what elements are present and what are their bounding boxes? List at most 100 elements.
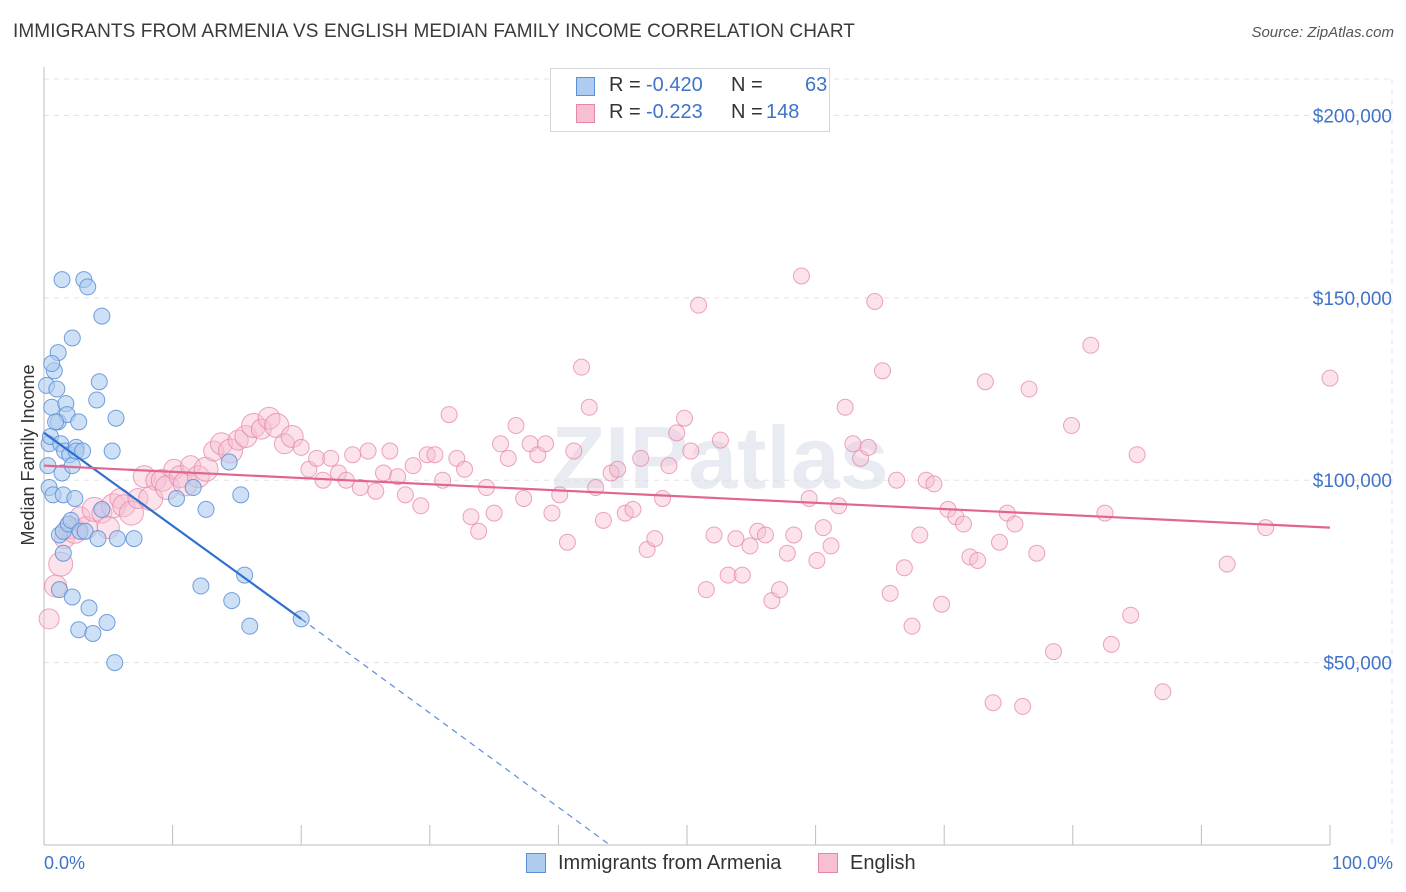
english-point — [499, 449, 517, 467]
english-point — [1082, 336, 1100, 354]
trend-lines — [43, 431, 1331, 846]
english-point — [1154, 683, 1172, 701]
armenia-point — [241, 617, 259, 635]
y-tick-label: $150,000 — [1313, 289, 1392, 310]
english-point — [573, 358, 591, 376]
english-point — [1028, 544, 1046, 562]
y-axis-label: Median Family Income — [18, 364, 38, 545]
armenia-point — [93, 307, 111, 325]
english-point — [690, 296, 708, 314]
armenia-point — [53, 271, 71, 289]
armenia-point — [89, 530, 107, 548]
armenia-point — [108, 530, 126, 548]
english-point — [925, 475, 943, 493]
armenia-point — [70, 621, 88, 639]
armenia-point — [223, 592, 241, 610]
english-point — [624, 500, 642, 518]
armenia-point — [76, 522, 94, 540]
armenia-point — [63, 588, 81, 606]
legend-row-english: R = -0.223 N = 148 — [551, 101, 829, 127]
english-point — [1102, 635, 1120, 653]
armenia-point — [98, 613, 116, 631]
chart-title: IMMIGRANTS FROM ARMENIA VS ENGLISH MEDIA… — [13, 21, 856, 42]
english-point — [954, 515, 972, 533]
armenia-point — [66, 489, 84, 507]
english-point — [389, 468, 407, 486]
english-point — [292, 438, 310, 456]
english-point — [1045, 643, 1063, 661]
english-point — [697, 581, 715, 599]
english-point — [344, 446, 362, 464]
y-tick-label: $50,000 — [1323, 654, 1392, 675]
english-point — [1128, 446, 1146, 464]
armenia-point — [220, 453, 238, 471]
armenia-point — [43, 355, 61, 373]
english-point — [565, 442, 583, 460]
armenia-point — [62, 511, 80, 529]
english-point — [976, 373, 994, 391]
english-point — [609, 460, 627, 478]
legend-label: English — [850, 852, 916, 874]
legend-swatch-blue — [526, 853, 546, 873]
english-point — [537, 435, 555, 453]
english-point — [227, 429, 249, 451]
english-point — [917, 471, 935, 489]
legend-r-value: -0.223 — [646, 101, 703, 123]
english-point — [396, 486, 414, 504]
legend-row-armenia: R = -0.420 N = 63 — [551, 74, 829, 100]
english-point — [836, 398, 854, 416]
armenia-point — [88, 391, 106, 409]
x-tick-labels: 0.0% 100.0% — [44, 853, 1393, 873]
english-point — [668, 424, 686, 442]
legend-label: Immigrants from Armenia — [558, 852, 782, 874]
legend-n-value: 148 — [766, 101, 800, 123]
english-point — [911, 526, 929, 544]
english-point — [426, 446, 444, 464]
english-point — [38, 608, 60, 630]
legend-swatch-pink — [576, 104, 595, 123]
english-point — [881, 584, 899, 602]
english-point — [616, 504, 634, 522]
english-point — [1063, 417, 1081, 435]
armenia-point — [74, 442, 92, 460]
armenia-point — [107, 409, 125, 427]
english-point — [741, 537, 759, 555]
english-point — [1006, 515, 1024, 533]
english-point — [873, 362, 891, 380]
armenia-point — [184, 479, 202, 497]
armenia-point — [197, 500, 215, 518]
legend-r-label: R = — [609, 74, 641, 96]
english-point — [456, 460, 474, 478]
english-point — [990, 533, 1008, 551]
english-point — [257, 406, 281, 430]
armenia-trend-line — [43, 431, 302, 620]
english-point — [558, 533, 576, 551]
english-point — [859, 438, 877, 456]
chart-source: Source: ZipAtlas.com — [1251, 24, 1394, 41]
english-point — [280, 424, 304, 448]
english-point — [1014, 697, 1032, 715]
english-point — [771, 581, 789, 599]
english-point — [830, 497, 848, 515]
english-point — [632, 449, 650, 467]
english-point — [515, 489, 533, 507]
gridlines — [44, 78, 1393, 845]
english-point — [594, 511, 612, 529]
english-point — [778, 544, 796, 562]
armenia-point — [167, 489, 185, 507]
english-point — [118, 500, 144, 526]
english-trend-line — [43, 464, 1331, 529]
english-point — [814, 519, 832, 537]
legend-n-value: 63 — [805, 74, 828, 96]
english-point — [682, 442, 700, 460]
armenia-point — [90, 373, 108, 391]
english-point — [1020, 380, 1038, 398]
english-point — [404, 457, 422, 475]
english-point — [492, 435, 510, 453]
armenia-point — [93, 500, 111, 518]
legend-n-label: N = — [731, 101, 763, 123]
armenia-trend-extension — [300, 618, 611, 846]
armenia-point — [84, 624, 102, 642]
y-tick-label: $100,000 — [1313, 471, 1392, 492]
english-point — [367, 482, 385, 500]
